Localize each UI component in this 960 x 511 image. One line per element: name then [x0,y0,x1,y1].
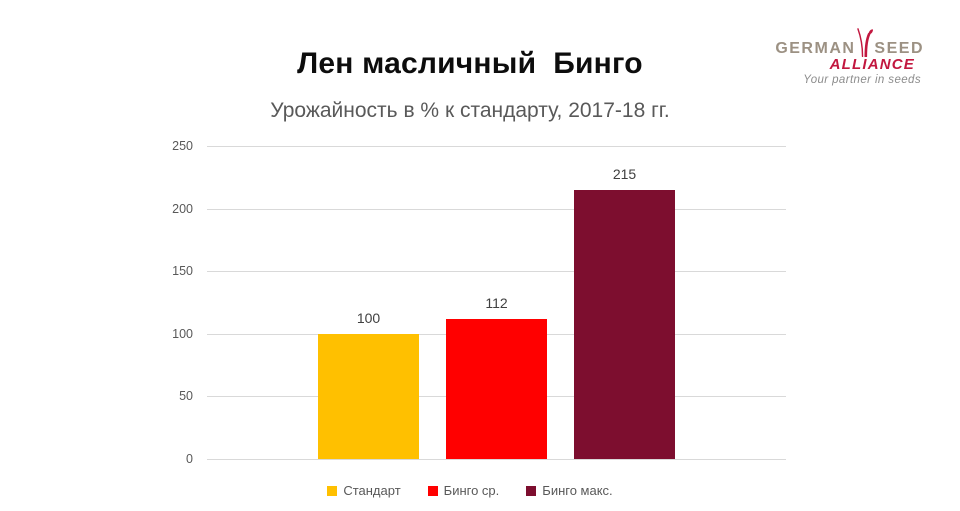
y-axis-tick-0: 0 [186,452,193,466]
logo-tagline: Your partner in seeds [803,74,921,86]
german-seed-alliance-logo: GERMAN SEED ALLIANCE Your partner in see… [772,26,924,86]
legend-swatch-icon [327,486,338,496]
y-axis-tick-50: 50 [179,389,193,403]
logo-word-german: GERMAN [775,40,856,57]
bar-value-label-bingo-avg: 112 [485,295,508,311]
chart-subtitle: Урожайность в % к стандарту, 2017-18 гг. [270,99,670,122]
gridline-200 [207,209,786,210]
legend-swatch-icon [427,486,438,496]
bar-standard [318,334,419,459]
y-axis-tick-100: 100 [172,327,193,341]
chart-title: Лен масличный Бинго [297,47,643,80]
bar-value-label-standard: 100 [356,310,381,326]
y-axis-tick-200: 200 [172,202,193,216]
logo-word-alliance: ALLIANCE [829,56,915,73]
legend-item-standard: Стандарт [327,483,401,499]
y-axis-tick-150: 150 [172,264,193,278]
title-block: Лен масличный Бинго [0,46,940,82]
bar-bingo-avg [446,319,547,459]
legend-item-bingo-max: Бинго макс. [526,483,613,499]
bar-value-label-bingo-max: 215 [612,166,637,182]
bar-bingo-max [574,190,675,459]
chart-legend: Стандарт Бинго ср. Бинго макс. [0,483,940,499]
legend-label: Бинго ср. [443,483,500,498]
logo-word-seed: SEED [874,40,924,57]
gridline-150 [207,271,786,272]
legend-label: Бинго макс. [542,483,613,498]
legend-label: Стандарт [343,483,401,498]
legend-item-bingo-avg: Бинго ср. [427,483,500,499]
sprout-icon [857,28,874,57]
y-axis-tick-250: 250 [172,139,193,153]
gridline-250 [207,146,786,147]
logo-row: GERMAN SEED [772,26,924,57]
legend-swatch-icon [526,486,537,496]
gridline-0 [207,459,786,460]
